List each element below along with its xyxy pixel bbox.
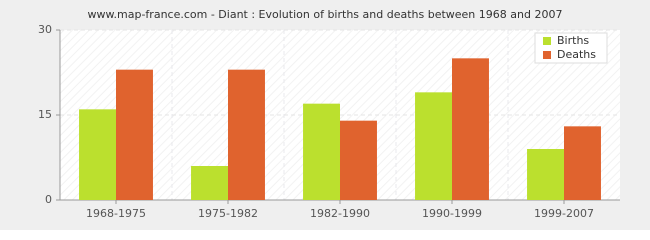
- bar: [340, 120, 377, 200]
- legend-swatch: [543, 51, 551, 59]
- chart: www.map-france.com - Diant : Evolution o…: [0, 0, 650, 230]
- bar: [116, 69, 153, 201]
- bar: [303, 103, 340, 200]
- bar: [191, 166, 228, 200]
- legend-swatch: [543, 37, 551, 45]
- y-tick-label: 0: [45, 193, 52, 206]
- bar: [79, 109, 116, 200]
- bar: [527, 149, 564, 200]
- legend-label: Deaths: [557, 48, 596, 61]
- bar: [415, 92, 452, 200]
- x-tick-label: 1975-1982: [198, 207, 258, 220]
- bar: [564, 126, 601, 200]
- x-tick-label: 1982-1990: [310, 207, 370, 220]
- bar: [228, 69, 265, 201]
- x-tick-label: 1968-1975: [86, 207, 146, 220]
- y-tick-label: 15: [38, 108, 52, 121]
- x-tick-label: 1990-1999: [422, 207, 482, 220]
- chart-title: www.map-france.com - Diant : Evolution o…: [88, 8, 563, 21]
- y-tick-label: 30: [38, 23, 52, 36]
- x-tick-label: 1999-2007: [534, 207, 594, 220]
- legend-label: Births: [557, 34, 589, 47]
- bar: [452, 58, 489, 201]
